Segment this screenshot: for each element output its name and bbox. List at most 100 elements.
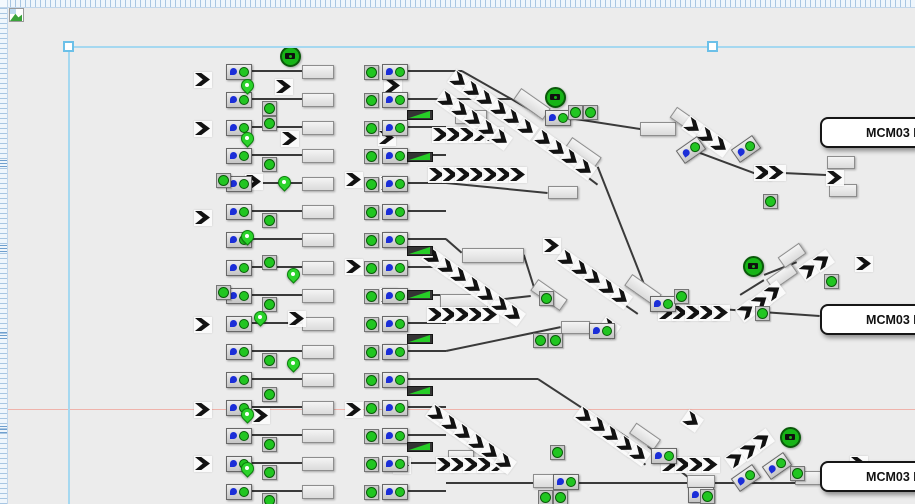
guide-line[interactable] (7, 409, 915, 410)
status-dot[interactable] (364, 261, 379, 276)
equipment-panel[interactable] (382, 120, 408, 136)
location-pin-icon[interactable] (284, 265, 303, 285)
belt-segment[interactable] (640, 122, 676, 136)
equipment-panel[interactable] (226, 120, 252, 136)
status-dot[interactable] (262, 255, 277, 270)
status-dot[interactable] (364, 177, 379, 192)
belt-segment[interactable] (302, 177, 334, 191)
conveyor-chevron[interactable] (281, 131, 299, 147)
conveyor-chevron[interactable] (826, 170, 844, 186)
status-dot[interactable] (216, 285, 231, 300)
belt-segment[interactable] (302, 429, 334, 443)
equipment-panel[interactable] (226, 204, 252, 220)
equipment-panel[interactable] (226, 64, 252, 80)
belt-segment[interactable] (302, 401, 334, 415)
conveyor-chevron[interactable] (194, 72, 212, 88)
level-indicator[interactable] (407, 246, 433, 256)
status-dot[interactable] (674, 289, 689, 304)
status-dot[interactable] (364, 93, 379, 108)
belt-segment[interactable] (827, 156, 855, 169)
conveyor-chevron[interactable] (509, 167, 527, 183)
belt-segment[interactable] (302, 345, 334, 359)
equipment-panel[interactable] (382, 176, 408, 192)
status-dot[interactable] (539, 291, 554, 306)
equipment-panel[interactable] (382, 400, 408, 416)
conveyor-chevron[interactable] (345, 259, 363, 275)
equipment-panel[interactable] (545, 110, 571, 126)
level-indicator[interactable] (407, 290, 433, 300)
status-dot[interactable] (583, 105, 598, 120)
equipment-panel[interactable] (382, 148, 408, 164)
camera-icon[interactable] (545, 87, 566, 108)
status-dot[interactable] (548, 333, 563, 348)
equipment-panel[interactable] (382, 204, 408, 220)
equipment-panel[interactable] (761, 451, 793, 481)
station-label[interactable]: MCM03 No (820, 461, 915, 492)
status-dot[interactable] (364, 345, 379, 360)
selection-handle[interactable] (707, 41, 718, 52)
image-placeholder-icon[interactable] (9, 8, 24, 22)
status-dot[interactable] (364, 205, 379, 220)
equipment-panel[interactable] (553, 474, 579, 490)
status-dot[interactable] (364, 429, 379, 444)
status-dot[interactable] (364, 457, 379, 472)
status-dot[interactable] (568, 105, 583, 120)
camera-icon[interactable] (280, 46, 301, 67)
equipment-panel[interactable] (382, 232, 408, 248)
equipment-panel[interactable] (382, 456, 408, 472)
belt-segment[interactable] (302, 457, 334, 471)
equipment-panel[interactable] (226, 428, 252, 444)
status-dot[interactable] (364, 121, 379, 136)
camera-icon[interactable] (780, 427, 801, 448)
conveyor-chevron[interactable] (701, 457, 720, 473)
equipment-panel[interactable] (382, 92, 408, 108)
belt-segment[interactable] (302, 289, 334, 303)
station-label[interactable]: MCM03 No (820, 117, 915, 148)
level-indicator[interactable] (407, 152, 433, 162)
belt-segment[interactable] (302, 205, 334, 219)
status-dot[interactable] (550, 445, 565, 460)
belt-segment[interactable] (302, 93, 334, 107)
conveyor-chevron[interactable] (767, 165, 786, 181)
belt-segment[interactable] (302, 121, 334, 135)
status-dot[interactable] (533, 333, 548, 348)
conveyor-chevron[interactable] (345, 402, 363, 418)
equipment-panel[interactable] (226, 148, 252, 164)
status-dot[interactable] (364, 149, 379, 164)
status-dot[interactable] (755, 306, 770, 321)
status-dot[interactable] (262, 353, 277, 368)
equipment-panel[interactable] (226, 260, 252, 276)
equipment-panel[interactable] (382, 428, 408, 444)
belt-segment[interactable] (548, 186, 578, 199)
equipment-panel[interactable] (382, 344, 408, 360)
belt-segment[interactable] (302, 149, 334, 163)
conveyor-chevron[interactable] (194, 317, 212, 333)
status-dot[interactable] (364, 289, 379, 304)
status-dot[interactable] (364, 65, 379, 80)
location-pin-icon[interactable] (238, 405, 257, 425)
conveyor-chevron[interactable] (855, 256, 873, 272)
status-dot[interactable] (553, 490, 568, 504)
equipment-panel[interactable] (382, 316, 408, 332)
conveyor-chevron[interactable] (252, 408, 270, 424)
level-indicator[interactable] (407, 442, 433, 452)
belt-segment[interactable] (302, 65, 334, 79)
status-dot[interactable] (538, 490, 553, 504)
equipment-panel[interactable] (650, 296, 676, 312)
status-dot[interactable] (262, 213, 277, 228)
conveyor-chevron[interactable] (194, 210, 212, 226)
status-dot[interactable] (763, 194, 778, 209)
location-pin-icon[interactable] (275, 173, 294, 193)
status-dot[interactable] (790, 466, 805, 481)
equipment-panel[interactable] (226, 176, 252, 192)
conveyor-chevron[interactable] (345, 172, 363, 188)
status-dot[interactable] (700, 489, 715, 504)
belt-segment[interactable] (561, 321, 590, 334)
location-pin-icon[interactable] (238, 459, 257, 479)
equipment-panel[interactable] (382, 288, 408, 304)
equipment-panel[interactable] (226, 92, 252, 108)
equipment-panel[interactable] (226, 484, 252, 500)
status-dot[interactable] (364, 401, 379, 416)
equipment-panel[interactable] (382, 372, 408, 388)
